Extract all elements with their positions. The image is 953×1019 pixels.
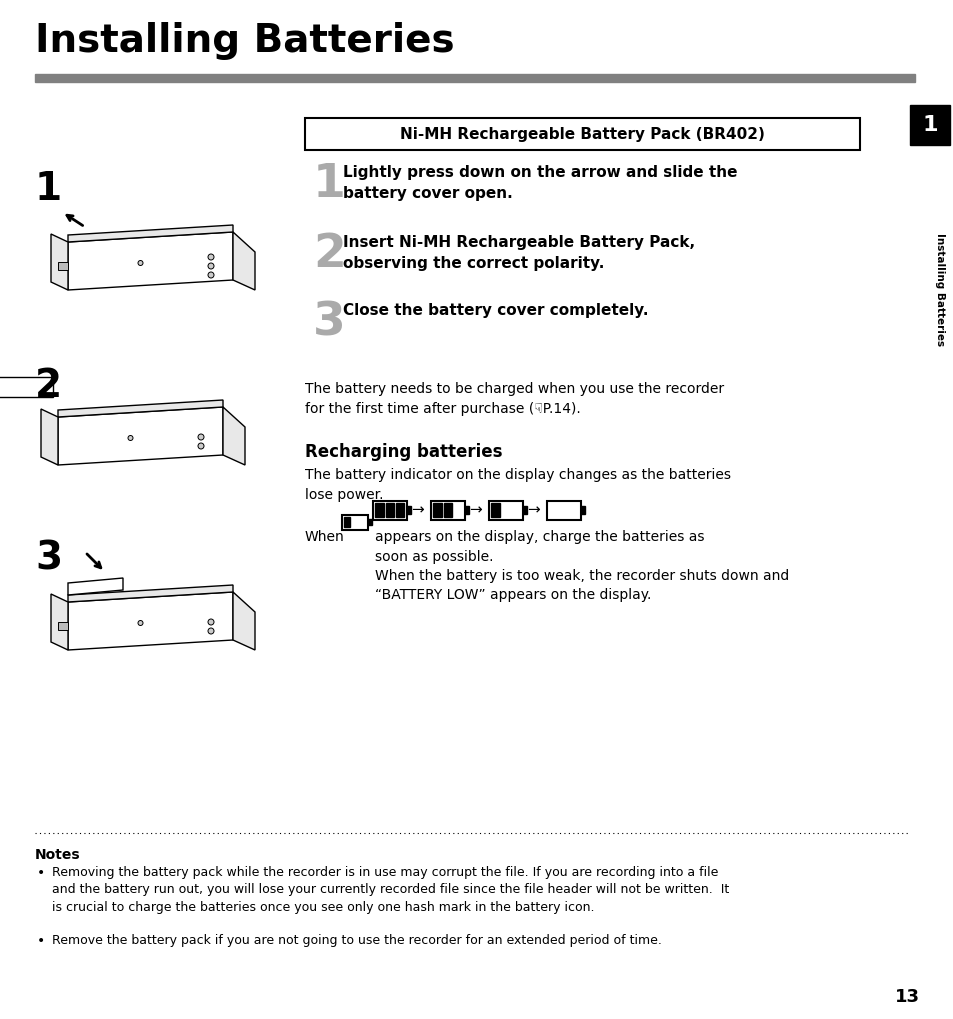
- Circle shape: [198, 443, 204, 449]
- Text: 13: 13: [894, 988, 919, 1006]
- Text: •: •: [37, 934, 45, 948]
- Circle shape: [208, 254, 213, 260]
- Text: 3: 3: [35, 540, 62, 578]
- Bar: [464, 506, 469, 514]
- Text: →: →: [469, 502, 482, 518]
- Polygon shape: [58, 407, 223, 465]
- Text: Recharging batteries: Recharging batteries: [305, 443, 502, 461]
- Bar: [344, 517, 350, 527]
- Text: Ni-MH Rechargeable Battery Pack (BR402): Ni-MH Rechargeable Battery Pack (BR402): [399, 126, 764, 142]
- Text: Notes: Notes: [35, 848, 81, 862]
- Circle shape: [128, 435, 132, 440]
- Bar: [407, 506, 411, 514]
- Circle shape: [208, 628, 213, 634]
- Bar: [431, 500, 464, 520]
- Text: •: •: [37, 866, 45, 880]
- Polygon shape: [68, 578, 123, 595]
- Bar: [909, 105, 949, 145]
- Polygon shape: [233, 232, 254, 290]
- Text: 1: 1: [35, 170, 62, 208]
- Circle shape: [138, 261, 143, 266]
- Text: Removing the battery pack while the recorder is in use may corrupt the file. If : Removing the battery pack while the reco…: [52, 866, 728, 914]
- Text: 1: 1: [922, 115, 937, 135]
- Polygon shape: [233, 592, 254, 650]
- Bar: [58, 262, 68, 270]
- Text: 2: 2: [35, 367, 62, 405]
- Circle shape: [138, 621, 143, 626]
- Polygon shape: [68, 232, 233, 290]
- Bar: [373, 500, 407, 520]
- Polygon shape: [68, 592, 233, 650]
- Bar: [385, 503, 394, 517]
- Bar: [35, 74, 914, 82]
- Bar: [522, 506, 526, 514]
- Polygon shape: [68, 585, 233, 602]
- Text: Installing Batteries: Installing Batteries: [35, 22, 455, 60]
- Bar: [58, 622, 68, 630]
- Polygon shape: [41, 409, 58, 465]
- Polygon shape: [51, 234, 68, 290]
- Text: Remove the battery pack if you are not going to use the recorder for an extended: Remove the battery pack if you are not g…: [52, 934, 661, 947]
- Bar: [491, 503, 499, 517]
- Text: 1: 1: [313, 162, 346, 207]
- Bar: [580, 506, 584, 514]
- Bar: [368, 519, 372, 525]
- Text: →: →: [411, 502, 424, 518]
- Text: 2: 2: [313, 232, 346, 277]
- Bar: [489, 500, 522, 520]
- Text: Installing Batteries: Installing Batteries: [934, 233, 944, 346]
- Bar: [305, 118, 859, 150]
- Text: Lightly press down on the arrow and slide the
battery cover open.: Lightly press down on the arrow and slid…: [343, 165, 737, 201]
- Circle shape: [208, 272, 213, 278]
- Text: appears on the display, charge the batteries as
soon as possible.
When the batte: appears on the display, charge the batte…: [375, 530, 788, 602]
- Text: The battery needs to be charged when you use the recorder
for the first time aft: The battery needs to be charged when you…: [305, 382, 723, 416]
- Polygon shape: [51, 594, 68, 650]
- Polygon shape: [58, 400, 223, 417]
- Text: The battery indicator on the display changes as the batteries
lose power.: The battery indicator on the display cha…: [305, 468, 730, 501]
- Text: Insert Ni-MH Rechargeable Battery Pack,
observing the correct polarity.: Insert Ni-MH Rechargeable Battery Pack, …: [343, 235, 695, 271]
- Polygon shape: [68, 225, 233, 242]
- Circle shape: [198, 434, 204, 440]
- Polygon shape: [0, 377, 53, 397]
- Circle shape: [208, 619, 213, 625]
- Text: 3: 3: [313, 300, 345, 345]
- Bar: [395, 503, 404, 517]
- Circle shape: [208, 263, 213, 269]
- Text: When: When: [305, 530, 344, 544]
- Text: →: →: [527, 502, 539, 518]
- Bar: [375, 503, 384, 517]
- Polygon shape: [223, 407, 245, 465]
- Bar: [443, 503, 452, 517]
- Bar: [433, 503, 441, 517]
- Text: Close the battery cover completely.: Close the battery cover completely.: [343, 303, 648, 318]
- Bar: [546, 500, 580, 520]
- Bar: [341, 515, 368, 530]
